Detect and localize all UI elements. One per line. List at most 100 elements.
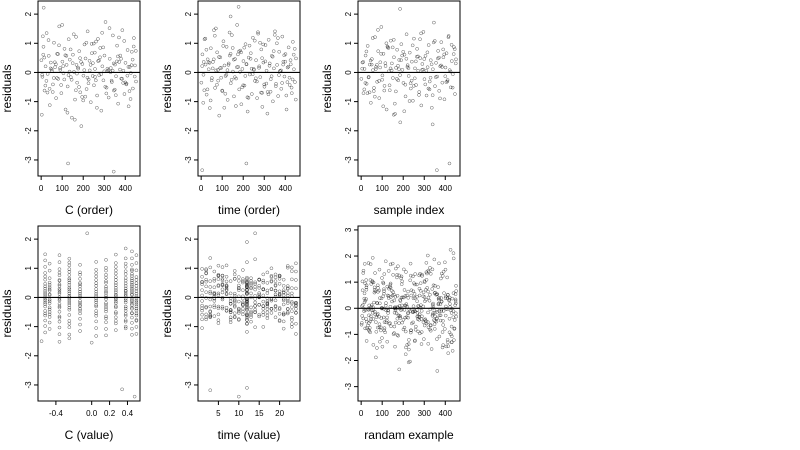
- random-example-point: [443, 296, 448, 300]
- random-example-point: [393, 344, 397, 349]
- time-value-point: [237, 299, 241, 304]
- c-order-point: [82, 42, 87, 47]
- sample-index-point: [454, 61, 458, 66]
- panel-c-order-y-axis: -3 -2 -1 0 1 2: [24, 11, 38, 164]
- random-example-y-tick-label: 2: [344, 253, 353, 258]
- c-value-point: [123, 289, 128, 293]
- time-order-point: [209, 46, 213, 50]
- c-order-point: [91, 41, 96, 46]
- time-order-point: [208, 106, 212, 110]
- panel-time-value-y-axis: -3 -2 -1 0 1 2: [184, 236, 198, 389]
- random-example-point: [388, 281, 393, 286]
- c-order-point: [128, 97, 133, 101]
- random-example-point: [432, 318, 436, 322]
- random-example-point: [399, 276, 403, 280]
- random-example-point: [443, 327, 447, 331]
- time-order-point: [245, 109, 250, 114]
- time-value-x-tick-label: 15: [255, 409, 264, 418]
- c-order-x-tick-label: 300: [98, 184, 112, 193]
- c-order-point: [48, 66, 53, 71]
- random-example-point: [388, 262, 393, 267]
- c-value-point: [67, 336, 72, 341]
- time-value-point: [212, 303, 217, 308]
- c-value-point: [114, 252, 118, 257]
- time-value-point: [208, 265, 212, 270]
- time-value-point: [241, 288, 245, 292]
- time-value-point: [286, 307, 290, 311]
- time-value-y-tick-label: 1: [184, 266, 193, 271]
- sample-index-x-tick-label: 0: [359, 184, 364, 193]
- random-example-point: [408, 278, 412, 283]
- c-order-point: [87, 59, 92, 63]
- panel-random-example-y-axis: -3 -2 -1 0 1 2 3: [344, 227, 358, 390]
- sample-index-y-tick-label: -1: [344, 98, 353, 106]
- random-example-point: [439, 309, 444, 313]
- sample-index-point: [369, 62, 374, 67]
- random-example-x-tick-label: 400: [439, 409, 453, 418]
- sample-index-point: [430, 122, 435, 127]
- panel-c-value-y-axis: -3 -2 -1 0 1 2: [24, 236, 38, 389]
- c-value-point: [78, 272, 82, 277]
- random-example-point: [392, 324, 397, 329]
- sample-index-point: [403, 82, 408, 87]
- time-value-point: [220, 277, 225, 281]
- c-value-point: [130, 333, 134, 337]
- sample-index-point: [422, 77, 427, 81]
- time-order-y-tick-label: -2: [184, 127, 193, 135]
- time-value-point: [290, 325, 294, 329]
- panel-c-value-x-label: C (value): [65, 428, 114, 442]
- c-value-point: [123, 319, 128, 324]
- sample-index-point: [379, 52, 383, 56]
- sample-index-point: [362, 87, 367, 92]
- sample-index-point: [368, 58, 373, 63]
- c-value-point: [43, 293, 47, 297]
- c-order-point: [116, 54, 120, 59]
- time-value-point: [277, 292, 282, 296]
- c-value-point: [78, 289, 82, 294]
- c-order-point: [121, 81, 125, 85]
- time-value-point: [249, 309, 253, 314]
- random-example-point: [441, 269, 446, 274]
- sample-index-point: [365, 44, 370, 48]
- c-order-point: [73, 117, 77, 122]
- time-order-point: [201, 60, 206, 64]
- sample-index-point: [419, 103, 424, 108]
- sample-index-point: [361, 60, 366, 64]
- time-value-point: [245, 288, 249, 292]
- time-value-point: [261, 310, 266, 315]
- random-example-point: [397, 314, 402, 318]
- panel-c-value-x-axis: -0.4 0.0 0.2 0.4: [49, 401, 134, 418]
- sample-index-point: [445, 79, 450, 84]
- time-value-point: [277, 306, 282, 310]
- panel-c-order-x-label: C (order): [65, 203, 113, 217]
- random-example-point: [443, 260, 447, 265]
- random-example-point: [432, 257, 437, 262]
- random-example-point: [389, 324, 393, 329]
- sample-index-point: [362, 67, 367, 71]
- time-value-point: [269, 266, 274, 271]
- c-order-point: [53, 60, 57, 64]
- time-value-point: [273, 279, 278, 283]
- time-order-point: [233, 75, 237, 79]
- time-value-point: [261, 325, 266, 329]
- random-example-point: [395, 273, 399, 277]
- time-order-x-tick-label: 300: [258, 184, 272, 193]
- c-value-point: [47, 268, 52, 273]
- time-order-point: [227, 30, 232, 35]
- time-order-point: [262, 85, 267, 89]
- time-value-point: [286, 299, 290, 303]
- time-order-point: [223, 92, 228, 96]
- time-order-point: [287, 75, 292, 80]
- time-value-point: [237, 306, 241, 311]
- random-example-point: [451, 291, 456, 295]
- time-value-point: [265, 281, 270, 285]
- c-value-point: [47, 307, 52, 312]
- c-value-point: [130, 267, 134, 272]
- random-example-point: [416, 329, 420, 334]
- time-value-point: [269, 275, 274, 279]
- time-order-point: [271, 49, 276, 53]
- time-value-point: [241, 280, 245, 285]
- c-order-point: [120, 28, 125, 32]
- random-example-point: [373, 271, 377, 275]
- random-example-point: [374, 315, 379, 319]
